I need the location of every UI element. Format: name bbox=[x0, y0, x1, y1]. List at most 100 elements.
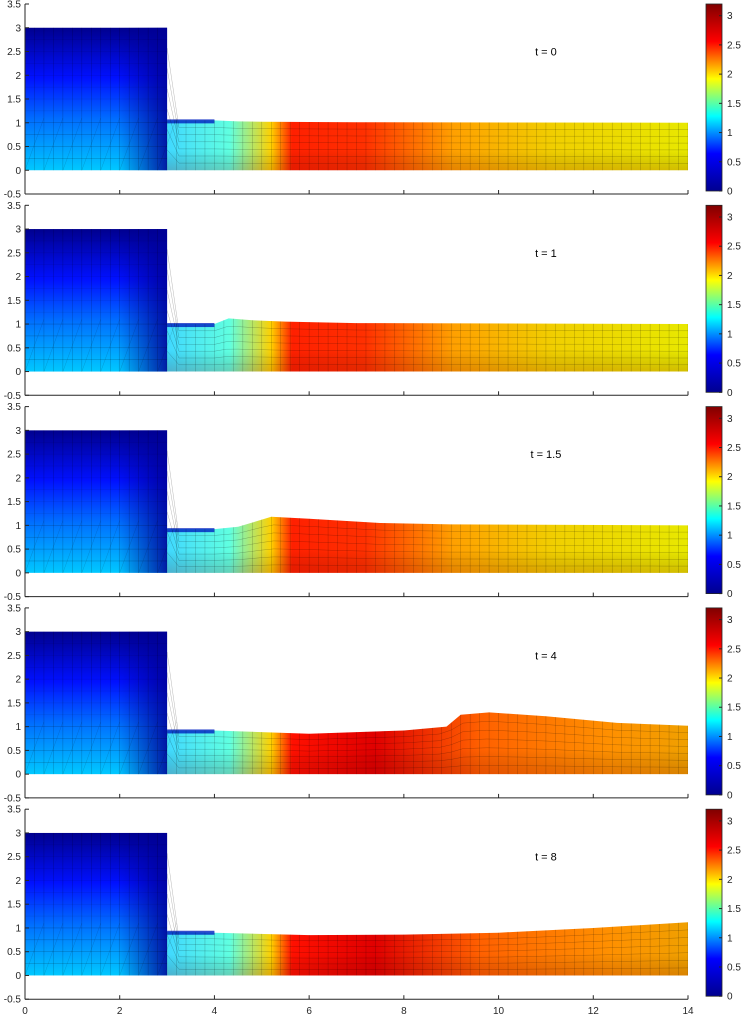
y-tick-label: 1 bbox=[15, 521, 21, 532]
plot-area bbox=[25, 832, 688, 976]
colorbar-tick-label: 0.5 bbox=[727, 157, 741, 168]
colorbar-tick-label: 0 bbox=[727, 388, 733, 399]
y-tick-label: 3.5 bbox=[7, 0, 21, 11]
reservoir-shade bbox=[25, 229, 168, 372]
colorbar-tick-label: 1.5 bbox=[727, 703, 741, 714]
y-tick-label: 2 bbox=[15, 675, 21, 686]
plot-area bbox=[25, 430, 688, 573]
colorbar bbox=[705, 808, 723, 997]
y-tick-label: 0.5 bbox=[7, 142, 21, 153]
reservoir-shade bbox=[25, 430, 168, 573]
reservoir-shade bbox=[25, 631, 168, 775]
flow-shade bbox=[167, 318, 688, 372]
y-tick-label: 3 bbox=[15, 23, 21, 34]
colorbar-tick-label: 1 bbox=[727, 531, 733, 542]
y-tick-label: 3 bbox=[15, 426, 21, 437]
y-tick-label: 0.5 bbox=[7, 545, 21, 556]
colorbar-tick-label: 2 bbox=[727, 875, 733, 886]
time-label: t = 8 bbox=[535, 852, 557, 864]
colorbar bbox=[705, 3, 723, 192]
plot-area bbox=[25, 631, 688, 775]
y-tick-label: 3 bbox=[15, 627, 21, 638]
colorbar-tick-label: 3 bbox=[727, 816, 733, 827]
colorbar-tick-label: 3 bbox=[727, 11, 733, 22]
plot-area bbox=[25, 229, 688, 372]
y-tick-label: 0.5 bbox=[7, 746, 21, 757]
step-strip bbox=[167, 729, 215, 734]
y-tick-label: 0.5 bbox=[7, 947, 21, 958]
colorbar-tick-label: 2.5 bbox=[727, 846, 741, 857]
colorbar-tick-label: 2 bbox=[727, 271, 733, 282]
flow-shade bbox=[167, 712, 688, 775]
reservoir-shade bbox=[25, 27, 168, 171]
y-tick-label: -0.5 bbox=[4, 995, 22, 1006]
colorbar-tick-label: 2.5 bbox=[727, 644, 741, 655]
y-tick-label: 3.5 bbox=[7, 201, 21, 212]
colorbar-tick-label: 2 bbox=[727, 472, 733, 483]
colorbar bbox=[705, 204, 723, 393]
colorbar-tick-label: 1.5 bbox=[727, 99, 741, 110]
y-tick-label: -0.5 bbox=[4, 793, 22, 804]
x-tick-label: 8 bbox=[401, 1006, 407, 1017]
panel-4: -0.5 0 0.5 1 1.5 2 2.5 3 3.5 t = 4 0 0.5 1 1.5 2 2.5 3 bbox=[4, 603, 742, 804]
colorbar-tick-label: 0 bbox=[727, 589, 733, 600]
y-tick-label: 3.5 bbox=[7, 805, 21, 816]
mesh bbox=[25, 631, 688, 775]
step-strip bbox=[167, 930, 215, 935]
y-tick-label: 3 bbox=[15, 828, 21, 839]
colorbar-tick-label: 3 bbox=[727, 615, 733, 626]
colorbar-tick-label: 2 bbox=[727, 674, 733, 685]
y-tick-label: 1 bbox=[15, 118, 21, 129]
mesh bbox=[25, 229, 688, 372]
y-tick-label: 2.5 bbox=[7, 450, 21, 461]
mesh bbox=[25, 430, 688, 573]
y-tick-label: 2.5 bbox=[7, 852, 21, 863]
colorbar-tick-label: 2.5 bbox=[727, 242, 741, 253]
y-tick-label: 2 bbox=[15, 272, 21, 283]
plot-area bbox=[25, 27, 688, 171]
colorbar-tick-label: 1 bbox=[727, 128, 733, 139]
x-tick-label: 10 bbox=[493, 1006, 505, 1017]
colorbar-tick-label: 0.5 bbox=[727, 359, 741, 370]
x-tick-label: 12 bbox=[588, 1006, 600, 1017]
colorbar-tick-label: 2 bbox=[727, 70, 733, 81]
y-tick-label: 1.5 bbox=[7, 95, 21, 106]
colorbar-tick-label: 0 bbox=[727, 992, 733, 1003]
colorbar-tick-label: 1 bbox=[727, 329, 733, 340]
y-tick-label: 3.5 bbox=[7, 402, 21, 413]
y-tick-label: -0.5 bbox=[4, 190, 22, 201]
y-tick-label: 2 bbox=[15, 876, 21, 887]
colorbar-tick-label: 1 bbox=[727, 732, 733, 743]
y-tick-label: 2.5 bbox=[7, 248, 21, 259]
colorbar-tick-label: 2.5 bbox=[727, 40, 741, 51]
colorbar-tick-label: 1.5 bbox=[727, 904, 741, 915]
time-label: t = 4 bbox=[535, 650, 557, 662]
y-tick-label: 1.5 bbox=[7, 900, 21, 911]
y-tick-label: 1.5 bbox=[7, 296, 21, 307]
y-tick-label: -0.5 bbox=[4, 391, 22, 402]
colorbar bbox=[705, 607, 723, 796]
time-label: t = 1.5 bbox=[530, 449, 561, 461]
y-tick-label: -0.5 bbox=[4, 592, 22, 603]
flow-shade bbox=[167, 516, 688, 573]
colorbar-tick-label: 1 bbox=[727, 933, 733, 944]
y-tick-label: 1 bbox=[15, 923, 21, 934]
time-label: t = 1 bbox=[535, 248, 557, 260]
step-strip bbox=[167, 119, 215, 124]
x-tick-label: 2 bbox=[117, 1006, 123, 1017]
y-tick-label: 0 bbox=[15, 367, 21, 378]
colorbar-tick-label: 0.5 bbox=[727, 761, 741, 772]
x-tick-label: 0 bbox=[22, 1006, 28, 1017]
y-tick-label: 1.5 bbox=[7, 698, 21, 709]
x-tick-label: 4 bbox=[212, 1006, 218, 1017]
y-tick-label: 2 bbox=[15, 71, 21, 82]
colorbar-tick-label: 3 bbox=[727, 414, 733, 425]
y-tick-label: 3 bbox=[15, 225, 21, 236]
y-tick-label: 1 bbox=[15, 722, 21, 733]
y-tick-label: 2.5 bbox=[7, 47, 21, 58]
y-tick-label: 1.5 bbox=[7, 497, 21, 508]
colorbar bbox=[705, 406, 723, 595]
panel-1: -0.5 0 0.5 1 1.5 2 2.5 3 3.5 t = 0 0 0.5 1 1.5 2 2.5 3 bbox=[4, 0, 742, 201]
time-label: t = 0 bbox=[535, 47, 557, 59]
